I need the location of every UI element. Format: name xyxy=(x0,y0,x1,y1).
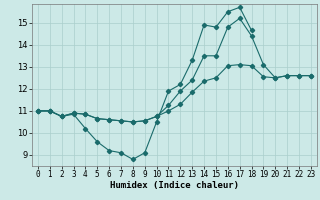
X-axis label: Humidex (Indice chaleur): Humidex (Indice chaleur) xyxy=(110,181,239,190)
